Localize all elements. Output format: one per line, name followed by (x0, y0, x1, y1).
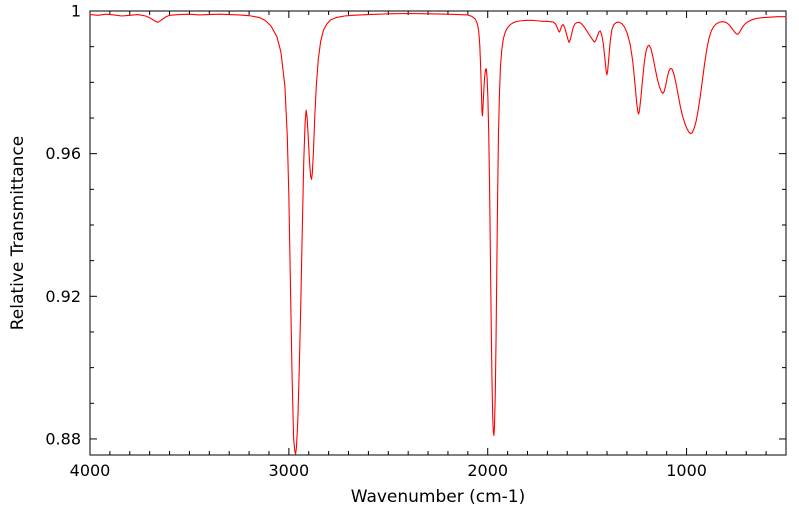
y-tick-label: 0.92 (45, 287, 81, 306)
y-tick-label: 1 (71, 2, 81, 21)
spectrum-line (89, 12, 787, 455)
plot-border (89, 10, 787, 456)
y-tick-label: 0.88 (45, 429, 81, 448)
x-tick-label: 1000 (666, 461, 707, 480)
x-axis-label: Wavenumber (cm-1) (350, 487, 526, 507)
x-tick-label: 4000 (70, 461, 111, 480)
y-axis-label: Relative Transmittance (8, 135, 28, 331)
y-tick-label: 0.96 (45, 144, 81, 163)
x-tick-label: 2000 (467, 461, 508, 480)
x-tick-label: 3000 (268, 461, 309, 480)
